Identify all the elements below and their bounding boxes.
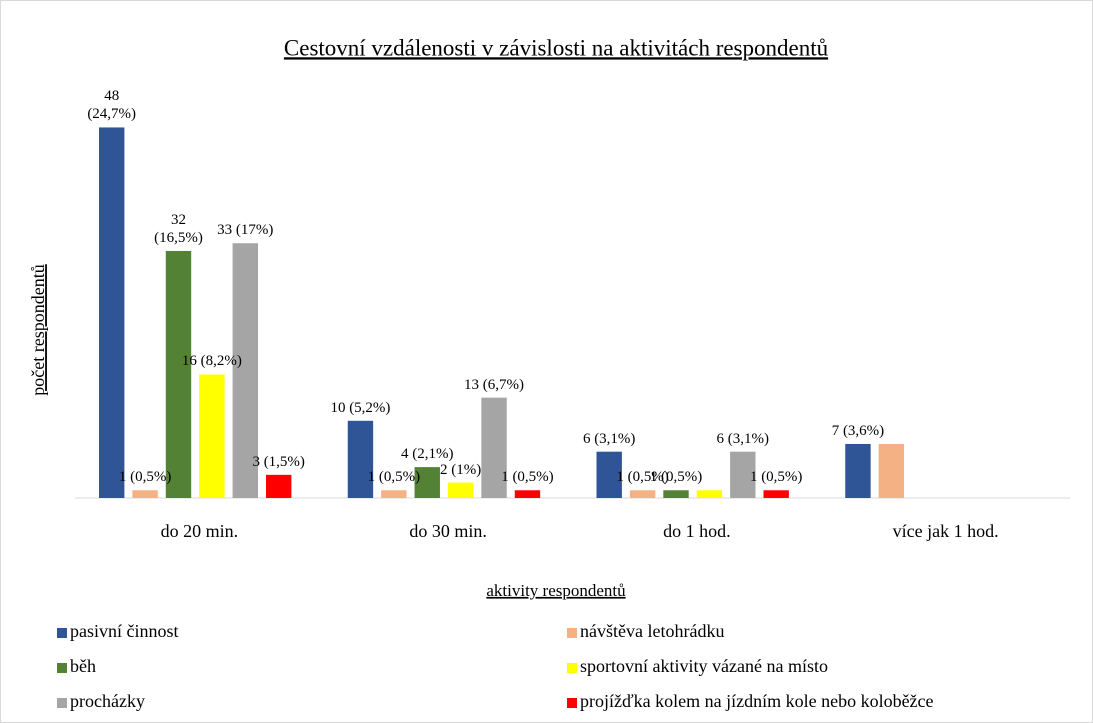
bar bbox=[165, 250, 192, 498]
value-label: 1 (0,5%) bbox=[616, 469, 669, 486]
bar bbox=[232, 243, 258, 498]
value-label: 16 (8,2%) bbox=[181, 353, 242, 370]
x-axis-title: aktivity respondentů bbox=[486, 581, 626, 600]
bar bbox=[596, 451, 622, 498]
value-label: 32 (16,5%) bbox=[154, 211, 203, 246]
legend-label: pasivní činnost bbox=[70, 621, 179, 641]
bar bbox=[381, 490, 407, 498]
bar bbox=[132, 490, 158, 498]
value-label: 2 (1%) bbox=[440, 461, 482, 478]
legend-swatch bbox=[57, 663, 67, 673]
legend-label: projížďka kolem na jízdním kole nebo kol… bbox=[580, 691, 934, 711]
legend-label: návštěva letohrádku bbox=[580, 621, 724, 641]
value-label: 6 (3,1%) bbox=[716, 430, 770, 447]
value-label: 3 (1,5%) bbox=[252, 453, 305, 470]
bar bbox=[481, 397, 507, 498]
value-label: 6 (3,1%) bbox=[582, 430, 636, 447]
chart-title: Cestovní vzdálenosti v závislosti na akt… bbox=[284, 35, 829, 60]
value-label: 10 (5,2%) bbox=[330, 399, 391, 416]
bar bbox=[629, 490, 656, 498]
value-label: 48 (24,7%) bbox=[87, 88, 137, 123]
x-tick-label: do 20 min. bbox=[161, 521, 239, 541]
value-label: 1 (0,5%) bbox=[749, 469, 803, 486]
value-label: 1 (0,5%) bbox=[649, 469, 703, 486]
bar bbox=[199, 374, 225, 498]
bar bbox=[845, 443, 871, 498]
bar bbox=[347, 420, 374, 498]
value-label: 1 (0,5%) bbox=[367, 469, 421, 486]
value-label: 1 (0,5%) bbox=[118, 469, 172, 486]
x-tick-label: více jak 1 hod. bbox=[893, 521, 999, 541]
legend-swatch bbox=[57, 698, 67, 708]
x-tick-label: do 30 min. bbox=[409, 521, 487, 541]
legend-swatch bbox=[567, 663, 577, 673]
bar bbox=[730, 451, 756, 498]
legend-swatch bbox=[567, 628, 577, 638]
bar bbox=[99, 127, 125, 498]
bar bbox=[447, 482, 474, 498]
value-label: 7 (3,6%) bbox=[831, 422, 885, 439]
legend-swatch bbox=[567, 698, 577, 708]
bar bbox=[663, 490, 689, 498]
legend-label: běh bbox=[70, 656, 96, 676]
bar bbox=[414, 467, 440, 498]
bar bbox=[266, 474, 292, 498]
value-label: 4 (2,1%) bbox=[401, 446, 454, 463]
bar bbox=[763, 490, 789, 498]
bar bbox=[514, 490, 541, 498]
y-axis-title: počet respondentů bbox=[28, 264, 48, 395]
bar bbox=[696, 490, 723, 498]
legend-swatch bbox=[57, 628, 67, 638]
value-label: 33 (17%) bbox=[217, 222, 274, 239]
value-label: 13 (6,7%) bbox=[464, 376, 525, 393]
legend-label: sportovní aktivity vázané na místo bbox=[580, 656, 828, 676]
x-tick-label: do 1 hod. bbox=[663, 521, 731, 541]
legend-label: procházky bbox=[70, 691, 145, 711]
bar bbox=[878, 443, 905, 498]
value-label: 1 (0,5%) bbox=[501, 469, 554, 486]
